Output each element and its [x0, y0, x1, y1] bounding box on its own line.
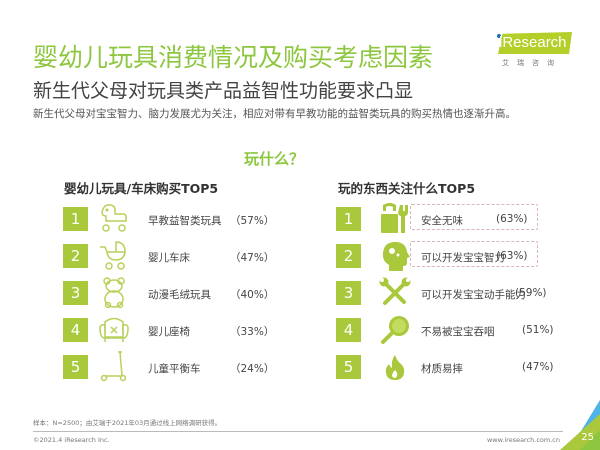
item-label: 早教益智类玩具 [148, 215, 222, 227]
rank-badge: 4 [336, 318, 361, 342]
rank-badge: 5 [336, 355, 361, 379]
logo-background [498, 32, 572, 54]
item-percentage: (51%) [522, 324, 554, 336]
left-column-title: 婴幼儿玩具/车床购买TOP5 [64, 181, 219, 196]
item-percentage: (59%) [515, 287, 547, 299]
logo-dot [497, 34, 501, 38]
logo-text: iResearch [499, 34, 567, 51]
rank-badge: 1 [63, 207, 88, 231]
section-question: 玩什么？ [244, 150, 305, 168]
item-percentage: (63%) [496, 213, 528, 225]
item-label: 不易被宝宝吞咽 [421, 326, 495, 338]
scooter-icon [100, 351, 127, 382]
rank-badge: 3 [336, 281, 361, 305]
item-label: 材质易摔 [421, 363, 463, 375]
rank-badge: 4 [63, 318, 88, 342]
right-column-title: 玩的东西关注什么TOP5 [338, 181, 476, 196]
item-label: 动漫毛绒玩具 [148, 289, 211, 301]
flame-icon [385, 355, 405, 380]
rank-badge: 1 [336, 207, 361, 231]
rocking-horse-icon [101, 204, 127, 232]
page-title: 婴幼儿玩具消费情况及购买考虑因素 [33, 43, 434, 72]
rank-badge: 2 [63, 244, 88, 268]
stroller-icon [100, 241, 126, 270]
page-number: 25 [581, 432, 594, 443]
rank-badge: 5 [63, 355, 88, 379]
item-percentage: （24%） [230, 363, 275, 375]
sample-note: 样本：N=2500；由艾瑞于2021年03月通过线上网络调研获得。 [33, 419, 222, 427]
page-subtitle: 新生代父母对玩具类产品益智性功能要求凸显 [33, 80, 414, 102]
tools-icon [379, 277, 411, 305]
item-percentage: （47%） [230, 252, 275, 264]
brain-head-icon [382, 242, 410, 271]
item-label: 婴儿车床 [148, 252, 190, 264]
item-percentage: (63%) [496, 250, 528, 262]
rank-badge: 3 [63, 281, 88, 305]
lock-wrench-icon [381, 203, 408, 233]
highlight-box [410, 241, 538, 267]
logo-subtext: 艾瑞咨询 [502, 59, 562, 67]
page-description: 新生代父母对宝宝智力、脑力发展尤为关注，相应对带有早教功能的益智类玩具的购买热情… [33, 108, 516, 120]
item-label: 可以开发宝宝智力 [421, 252, 505, 264]
footer-divider [33, 431, 563, 432]
iresearch-logo: iResearch 艾瑞咨询 [494, 32, 574, 72]
item-label: 可以开发宝宝动手能力 [421, 289, 526, 301]
website-link[interactable]: www.iresearch.com.cn [486, 436, 560, 444]
magnifier-icon [381, 316, 409, 344]
item-label: 婴儿座椅 [148, 326, 190, 338]
corner-decoration [560, 400, 600, 450]
teddy-bear-icon [103, 277, 125, 309]
copyright: ©2021.4 iResearch Inc. [33, 436, 110, 444]
item-percentage: （33%） [230, 326, 275, 338]
item-label: 安全无味 [421, 215, 463, 227]
baby-seat-icon [99, 317, 129, 342]
item-label: 儿童平衡车 [148, 363, 201, 375]
rank-badge: 2 [336, 244, 361, 268]
item-percentage: (47%) [522, 361, 554, 373]
item-percentage: （57%） [230, 215, 275, 227]
highlight-box [410, 204, 538, 230]
item-percentage: （40%） [230, 289, 275, 301]
